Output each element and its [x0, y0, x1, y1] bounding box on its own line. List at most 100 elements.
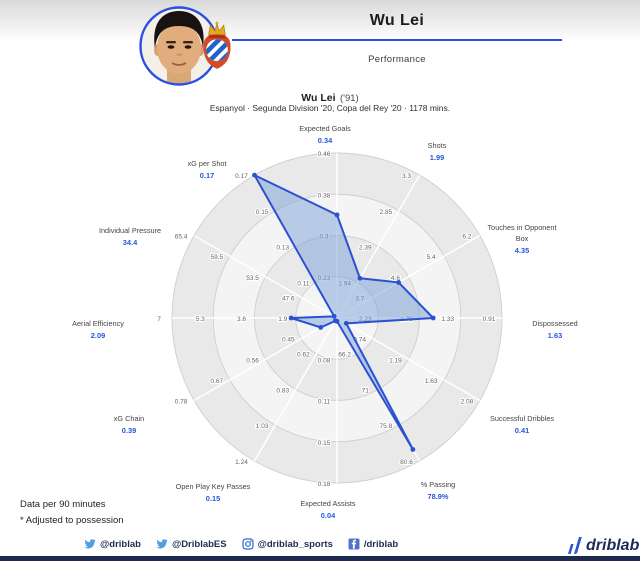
- ring-value-label: 1.24: [235, 459, 248, 466]
- bottom-accent-bar: [0, 556, 640, 561]
- header-divider: [232, 39, 562, 41]
- axis-value-individual-pressure: 34.4: [123, 238, 138, 247]
- social-handle[interactable]: @DriblabES: [171, 538, 227, 550]
- radar-spoke: [193, 234, 338, 319]
- ring-value-label: 0.56: [246, 357, 259, 364]
- ring-value-label: 0.11: [297, 280, 310, 287]
- ring-value-label: 0.83: [276, 387, 289, 394]
- note-per-90: Data per 90 minutes: [20, 499, 106, 510]
- axis-value-successful-dribbles: 0.41: [515, 426, 529, 435]
- axis-label-open-play-key-passes: Open Play Key Passes: [176, 482, 251, 491]
- ring-value-label: 75.8: [380, 423, 393, 430]
- player-name-line: Wu Lei ('91): [0, 88, 640, 106]
- ring-value-label: 0.08: [318, 357, 331, 364]
- radar-spoke: [336, 317, 481, 402]
- social-handle[interactable]: /driblab: [363, 538, 399, 550]
- axis-value-expected-assists: 0.04: [321, 511, 336, 520]
- ring-value-label: 47.6: [282, 295, 295, 302]
- axis-value-dispossessed: 1.63: [548, 331, 562, 340]
- ring-value-label: 1.33: [441, 316, 454, 323]
- ring-value-label: 0.13: [276, 245, 289, 252]
- axis-value-aerial-efficiency: 2.09: [91, 331, 105, 340]
- ring-value-label: 66.2: [338, 352, 351, 359]
- ring-value-label: 0.91: [483, 316, 496, 323]
- instagram-icon: [242, 538, 254, 550]
- axis-label-expected-goals: Expected Goals: [299, 124, 351, 133]
- social-link-driblab[interactable]: /driblab: [348, 538, 398, 550]
- polygon-vertex-dot: [357, 275, 363, 281]
- player-birth-year: ('91): [339, 93, 359, 104]
- twitter-icon: [156, 539, 168, 549]
- ring-value-label: 2.85: [380, 209, 393, 216]
- ring-value-label: 53.5: [246, 275, 259, 282]
- ring-value-label: 65.4: [175, 234, 188, 241]
- driblab-logo-icon: [568, 537, 582, 554]
- polygon-vertex-dot: [288, 315, 294, 321]
- ring-value-label: 59.5: [211, 254, 224, 261]
- ring-value-label: 0.46: [318, 151, 331, 158]
- axis-label-successful-dribbles: Successful Dribbles: [490, 414, 554, 423]
- axis-label-shots: Shots: [428, 141, 447, 150]
- axis-label-individual-pressure: Individual Pressure: [99, 226, 161, 235]
- axis-label-touches-in-opponent-box: Touches in Opponent: [488, 223, 557, 232]
- axis-value-open-play-key-passes: 0.15: [206, 494, 220, 503]
- espanyol-crest: [203, 21, 231, 69]
- axis-label-expected-assists: Expected Assists: [300, 499, 356, 508]
- ring-value-label: 2.08: [461, 399, 474, 406]
- page-title: Wu Lei: [369, 12, 425, 29]
- polygon-vertex-dot: [318, 325, 324, 330]
- social-handle[interactable]: @driblab: [100, 538, 141, 550]
- ring-value-label: 3.3: [402, 173, 411, 180]
- social-link-driblabes[interactable]: @DriblabES: [156, 538, 227, 550]
- ring-value-label: 5.4: [427, 254, 436, 261]
- axis-value-xg-per-shot: 0.17: [200, 171, 214, 180]
- ring-value-label: 0.38: [318, 192, 331, 199]
- ring-value-label: 0.18: [318, 481, 331, 488]
- polygon-vertex-dot: [396, 280, 401, 285]
- ring-value-label: 0.78: [175, 399, 188, 406]
- ring-value-label: 5.3: [196, 316, 205, 323]
- social-bar: @driblab @DriblabES @driblab_sports/dribla…: [84, 538, 398, 550]
- social-handle[interactable]: @driblab_sports: [257, 538, 333, 550]
- ring-value-label: 4.6: [391, 275, 400, 282]
- ring-value-label: 1.9: [278, 316, 287, 323]
- axis-value-touches-in-opponent-box: 4.35: [515, 246, 529, 255]
- ring-value-label: 0.11: [318, 399, 331, 406]
- axis-value-expected-goals: 0.34: [318, 136, 333, 145]
- facebook-icon: [348, 538, 360, 550]
- axis-label-xg-chain: xG Chain: [114, 414, 144, 423]
- ring-value-label: 0.15: [256, 209, 269, 216]
- player-avatar: [139, 4, 239, 86]
- ring-value-label: 1.19: [389, 357, 402, 364]
- polygon-vertex-dot: [331, 313, 337, 319]
- ring-value-label: 1.03: [256, 423, 269, 430]
- social-link-driblab[interactable]: @driblab: [84, 538, 141, 550]
- axis-label-xg-per-shot: xG per Shot: [188, 159, 227, 168]
- ring-value-label: 0.67: [211, 378, 224, 385]
- axis-label-dispossessed: Dispossessed: [532, 319, 577, 328]
- ring-value-label: 7: [157, 316, 161, 323]
- axis-value-shots: 1.99: [430, 153, 444, 162]
- ring-value-label: 0.45: [282, 337, 295, 344]
- ring-value-label: 0.74: [353, 337, 366, 344]
- driblab-logo-text: driblab: [586, 537, 640, 554]
- player-context: Espanyol · Segunda Division '20, Copa de…: [209, 103, 451, 113]
- ring-value-label: 0.15: [318, 440, 331, 447]
- polygon-vertex-dot: [430, 315, 436, 321]
- radar-spoke: [253, 317, 338, 462]
- polygon-vertex-dot: [252, 172, 257, 178]
- polygon-vertex-dot: [410, 447, 416, 452]
- axis-label-passing: % Passing: [421, 480, 455, 489]
- social-link-driblabsports[interactable]: @driblab_sports: [242, 538, 333, 550]
- axis-value-xg-chain: 0.39: [122, 426, 136, 435]
- polygon-vertex-dot: [343, 320, 349, 326]
- player-photo: [139, 6, 219, 86]
- axis-value-passing: 78.9%: [428, 492, 449, 501]
- ring-value-label: 0.17: [235, 173, 248, 180]
- polygon-vertex-dot: [334, 212, 340, 218]
- ring-value-label: 6.2: [462, 234, 471, 241]
- axis-label-touches-in-opponent-box: Box: [516, 234, 529, 243]
- polygon-vertex-dot: [332, 318, 338, 324]
